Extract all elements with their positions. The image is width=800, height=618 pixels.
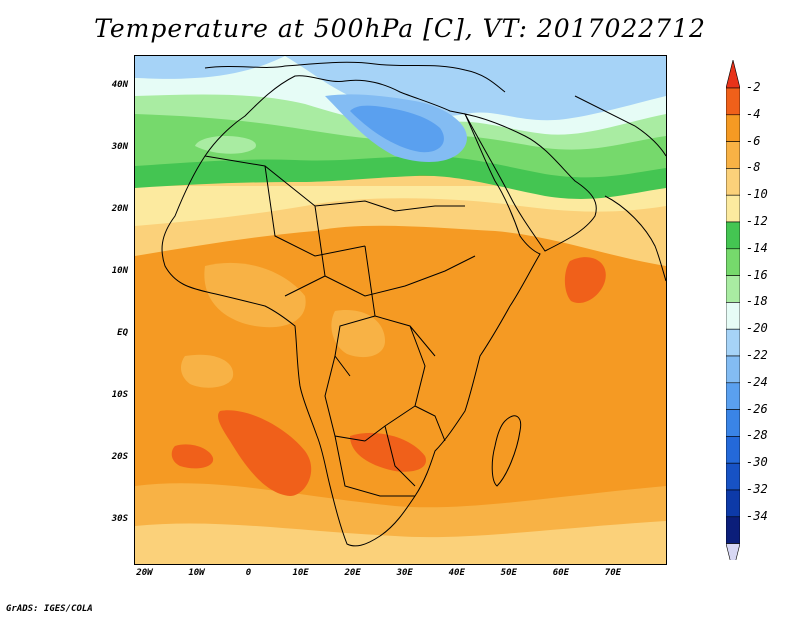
field-band-paleyellow — [135, 186, 666, 226]
colorbar-label: -28 — [746, 428, 768, 443]
colorbar-label: -30 — [746, 455, 768, 470]
colorbar-segment — [725, 516, 741, 544]
lon-label: 50E — [500, 568, 517, 578]
field-warm-patch-s — [350, 432, 426, 472]
colorbar-segment — [725, 489, 741, 518]
field-warm-patch-e — [564, 257, 606, 304]
colorbar-label: -24 — [746, 374, 768, 389]
india-coastline — [574, 95, 666, 282]
field-south-band2 — [135, 521, 666, 564]
colorbar-label: -6 — [746, 133, 761, 148]
lon-label: 20W — [136, 568, 153, 578]
colorbar-label: -10 — [746, 187, 768, 202]
lat-label: 20N — [111, 203, 128, 214]
colorbar-label: -8 — [746, 160, 761, 175]
temperature-map — [134, 55, 667, 565]
lon-label: 20E — [344, 568, 361, 578]
colorbar-label: -34 — [746, 508, 768, 523]
colorbar-segment — [725, 221, 741, 250]
coastlines — [161, 61, 666, 547]
colorbar-segment — [725, 462, 741, 491]
lat-label: 40N — [111, 79, 128, 90]
country-borders — [204, 155, 476, 497]
colorbar-label: -20 — [746, 321, 768, 336]
lat-label: 30S — [111, 513, 128, 524]
colorbar-segment — [725, 355, 741, 384]
colorbar-label: -18 — [746, 294, 768, 309]
lat-label: 30N — [111, 141, 128, 152]
lat-label: EQ — [117, 327, 128, 338]
colorbar-top-arrow — [725, 59, 741, 89]
lat-label: 10N — [111, 265, 128, 276]
colorbar-label: -2 — [746, 80, 761, 94]
field-patch-central — [331, 310, 385, 358]
colorbar-label: -26 — [746, 401, 768, 416]
colorbar-label: -4 — [746, 106, 761, 121]
field-cold-core-inner — [350, 105, 444, 153]
colorbar-label: -22 — [746, 348, 768, 362]
lon-label: 70E — [604, 568, 622, 578]
colorbar-segment — [725, 114, 741, 142]
colorbar-segment — [725, 248, 741, 276]
lat-label: 20S — [111, 451, 128, 462]
lon-label: 10W — [188, 568, 205, 578]
colorbar-bottom-arrow — [725, 543, 741, 572]
field-warm-patch-sw — [218, 410, 312, 496]
colorbar — [725, 59, 741, 572]
lon-label: 60E — [552, 568, 570, 578]
lon-label: 10E — [292, 568, 309, 578]
colorbar-label: -12 — [746, 214, 768, 228]
colorbar-label: -16 — [746, 267, 768, 282]
colorbar-svg — [725, 59, 741, 572]
field-patch-west — [204, 262, 306, 328]
colorbar-segment — [725, 87, 741, 116]
colorbar-label: -14 — [746, 240, 768, 255]
lon-label: 0 — [245, 568, 252, 578]
arabia-coastline — [464, 113, 597, 252]
lon-label: 30E — [396, 568, 413, 578]
chart-title: Temperature at 500hPa [C], VT: 201702271… — [94, 14, 706, 43]
colorbar-segment — [725, 275, 741, 303]
lon-label: 40E — [448, 568, 465, 578]
africa-coastline — [161, 75, 541, 547]
mediterranean-coastline — [204, 61, 506, 93]
colorbar-segment — [725, 328, 741, 357]
colorbar-segment — [725, 436, 741, 464]
colorbar-segment — [725, 382, 741, 410]
colorbar-label: -32 — [746, 482, 768, 496]
field-patch-gulf — [180, 354, 234, 388]
lat-label: 10S — [111, 389, 128, 400]
map-canvas — [135, 56, 666, 564]
colorbar-segment — [725, 194, 741, 223]
colorbar-segment — [725, 141, 741, 169]
madagascar-coastline — [491, 415, 522, 487]
colorbar-segment — [725, 409, 741, 437]
colorbar-segment — [725, 302, 741, 330]
field-warm-patch-w — [171, 444, 214, 469]
colorbar-segment — [725, 168, 741, 196]
footer-credit: GrADS: IGES/COLA — [6, 604, 93, 614]
